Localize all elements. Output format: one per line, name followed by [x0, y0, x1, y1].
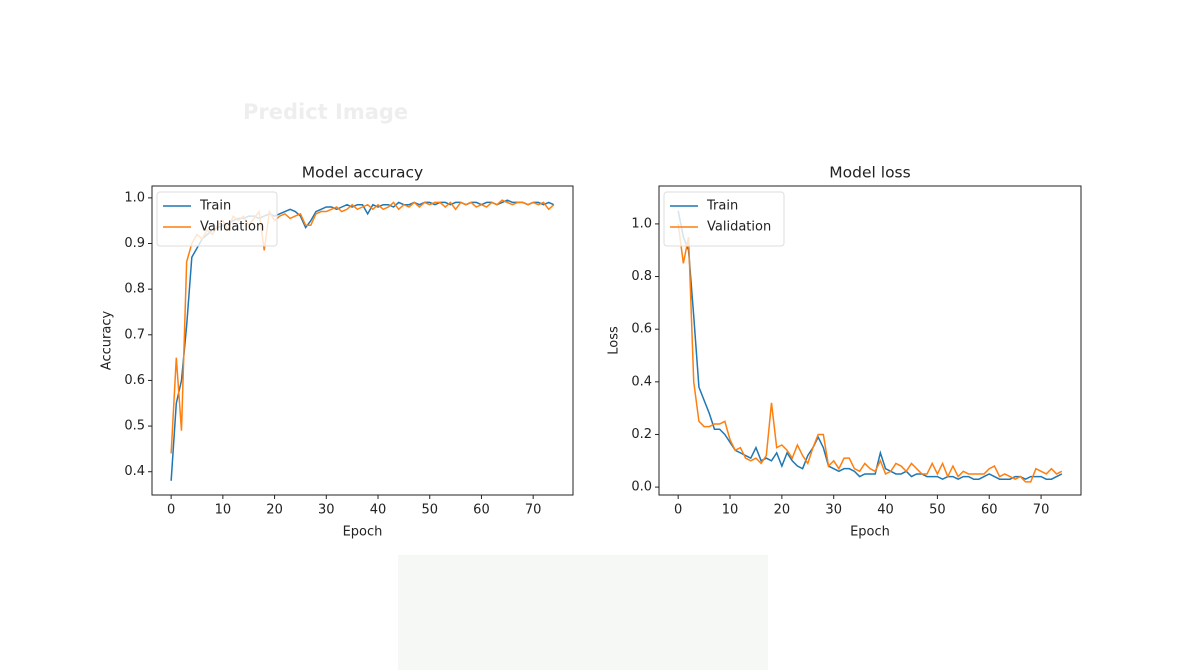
legend: Train Validation	[663, 191, 785, 247]
x-tick-label: 30	[318, 503, 335, 518]
plot-frame	[658, 185, 1082, 496]
y-tick-label: 1.0	[631, 216, 652, 231]
y-tick-label: 0.9	[124, 236, 145, 251]
x-tick-label: 60	[473, 503, 490, 518]
y-tick-label: 0.0	[631, 480, 652, 495]
y-axis-label: Accuracy	[100, 311, 115, 371]
x-tick-label: 20	[266, 503, 283, 518]
y-tick-label: 0.2	[631, 427, 652, 442]
x-tick-label: 60	[981, 503, 998, 518]
y-tick-label: 0.6	[124, 373, 145, 388]
x-tick-label: 40	[877, 503, 894, 518]
x-tick-label: 30	[825, 503, 842, 518]
y-tick-label: 0.4	[124, 464, 145, 479]
y-tick-label: 0.8	[124, 282, 145, 297]
legend: Train Validation	[156, 191, 278, 247]
x-axis-label: Epoch	[343, 525, 383, 540]
chart-title: Model accuracy	[302, 164, 423, 182]
y-tick-label: 1.0	[124, 190, 145, 205]
x-axis-label: Epoch	[850, 525, 890, 540]
y-tick-label: 0.7	[124, 327, 145, 342]
x-tick-label: 10	[215, 503, 232, 518]
y-tick-label: 0.4	[631, 374, 652, 389]
x-tick-label: 50	[421, 503, 438, 518]
x-tick-label: 0	[674, 503, 682, 518]
x-tick-label: 40	[370, 503, 387, 518]
legend-label: Validation	[200, 220, 264, 235]
image-preview	[398, 555, 768, 670]
x-tick-label: 0	[167, 503, 175, 518]
section-title: Predict Image	[243, 100, 409, 124]
series-line	[677, 223, 1063, 483]
x-tick-label: 20	[774, 503, 791, 518]
legend-label: Validation	[707, 220, 771, 235]
x-tick-label: 70	[525, 503, 542, 518]
x-tick-label: 70	[1033, 503, 1050, 518]
x-tick-label: 10	[722, 503, 739, 518]
x-tick-label: 50	[929, 503, 946, 518]
y-tick-label: 0.8	[631, 269, 652, 284]
legend-label: Train	[199, 199, 231, 214]
plot-frame	[151, 185, 574, 496]
y-axis-label: Loss	[607, 326, 622, 355]
chart-title: Model loss	[829, 164, 910, 182]
series-line	[677, 210, 1063, 481]
y-tick-label: 0.6	[631, 322, 652, 337]
legend-label: Train	[706, 199, 738, 214]
y-tick-label: 0.5	[124, 419, 145, 434]
